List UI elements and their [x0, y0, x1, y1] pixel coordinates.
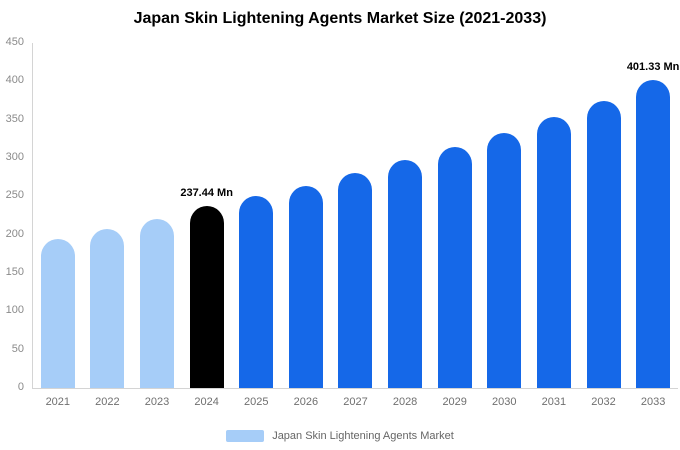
bar-slot: 2030: [479, 43, 529, 408]
bar-2028: [388, 160, 423, 388]
x-axis-label: 2027: [343, 396, 368, 408]
y-tick-label: 200: [5, 227, 24, 240]
y-axis: 0 50 100 150 200 250 300 350 400 450: [0, 37, 28, 393]
legend: Japan Skin Lightening Agents Market: [0, 430, 680, 442]
x-axis-label: 2024: [194, 396, 219, 408]
bar-2022: [90, 229, 125, 388]
y-tick-label: 300: [5, 151, 24, 163]
bar-2032: [586, 100, 621, 388]
x-axis-label: 2029: [442, 396, 467, 408]
x-axis-label: 2021: [45, 396, 71, 408]
bar-value-label: 237.44 Mn: [180, 187, 233, 199]
y-tick-label: 150: [5, 266, 24, 278]
bar-slot: 2027: [331, 43, 381, 408]
legend-swatch: [226, 430, 265, 442]
plot-area: 2021 2022 2023 237.44 Mn 2024 2025 2026 2027 202…: [32, 43, 680, 408]
bar-slot: 2029: [430, 43, 480, 408]
y-tick-label: 0: [17, 381, 24, 393]
bar-slot: 2023: [132, 43, 182, 408]
bar-slot: 2022: [83, 43, 133, 408]
bar-slot: 2025: [231, 43, 281, 408]
x-axis-label: 2033: [640, 396, 666, 408]
y-tick-label: 250: [5, 189, 24, 202]
bar-2027: [338, 173, 373, 388]
bar-2025: [239, 196, 274, 388]
y-tick-label: 100: [5, 304, 24, 317]
bar-2033: [636, 80, 671, 388]
bar-slot: 2032: [579, 43, 629, 408]
x-axis-label: 2023: [144, 396, 170, 408]
bar-2024: [189, 206, 224, 388]
y-tick-label: 50: [11, 342, 24, 355]
bar-slot: 2021: [33, 43, 83, 408]
bar-slot: 2026: [281, 43, 331, 408]
bar-2023: [140, 219, 175, 388]
x-axis-label: 2031: [541, 396, 567, 408]
bar-value-label: 401.33 Mn: [626, 61, 680, 74]
bar-slot: 2028: [380, 43, 430, 408]
x-axis-label: 2025: [244, 396, 269, 408]
chart-title: Japan Skin Lightening Agents Market Size…: [133, 10, 547, 27]
bar-2021: [40, 238, 75, 388]
bar-slot: 237.44 Mn 2024: [180, 43, 233, 408]
y-tick-label: 400: [5, 74, 24, 87]
x-axis-label: 2032: [591, 396, 616, 408]
x-axis-label: 2030: [492, 396, 517, 408]
bar-2029: [437, 146, 472, 388]
bar-2026: [288, 186, 323, 388]
legend-label: Japan Skin Lightening Agents Market: [272, 430, 454, 442]
bar-slot: 2031: [529, 43, 579, 408]
bar-slot: 401.33 Mn 2033: [626, 43, 680, 408]
x-axis-label: 2028: [392, 396, 418, 408]
x-axis-label: 2026: [293, 396, 319, 408]
x-axis-label: 2022: [95, 396, 120, 408]
y-tick-label: 350: [5, 112, 24, 125]
y-tick-label: 450: [5, 36, 24, 48]
bar-2030: [487, 132, 522, 388]
bar-2031: [536, 117, 571, 388]
